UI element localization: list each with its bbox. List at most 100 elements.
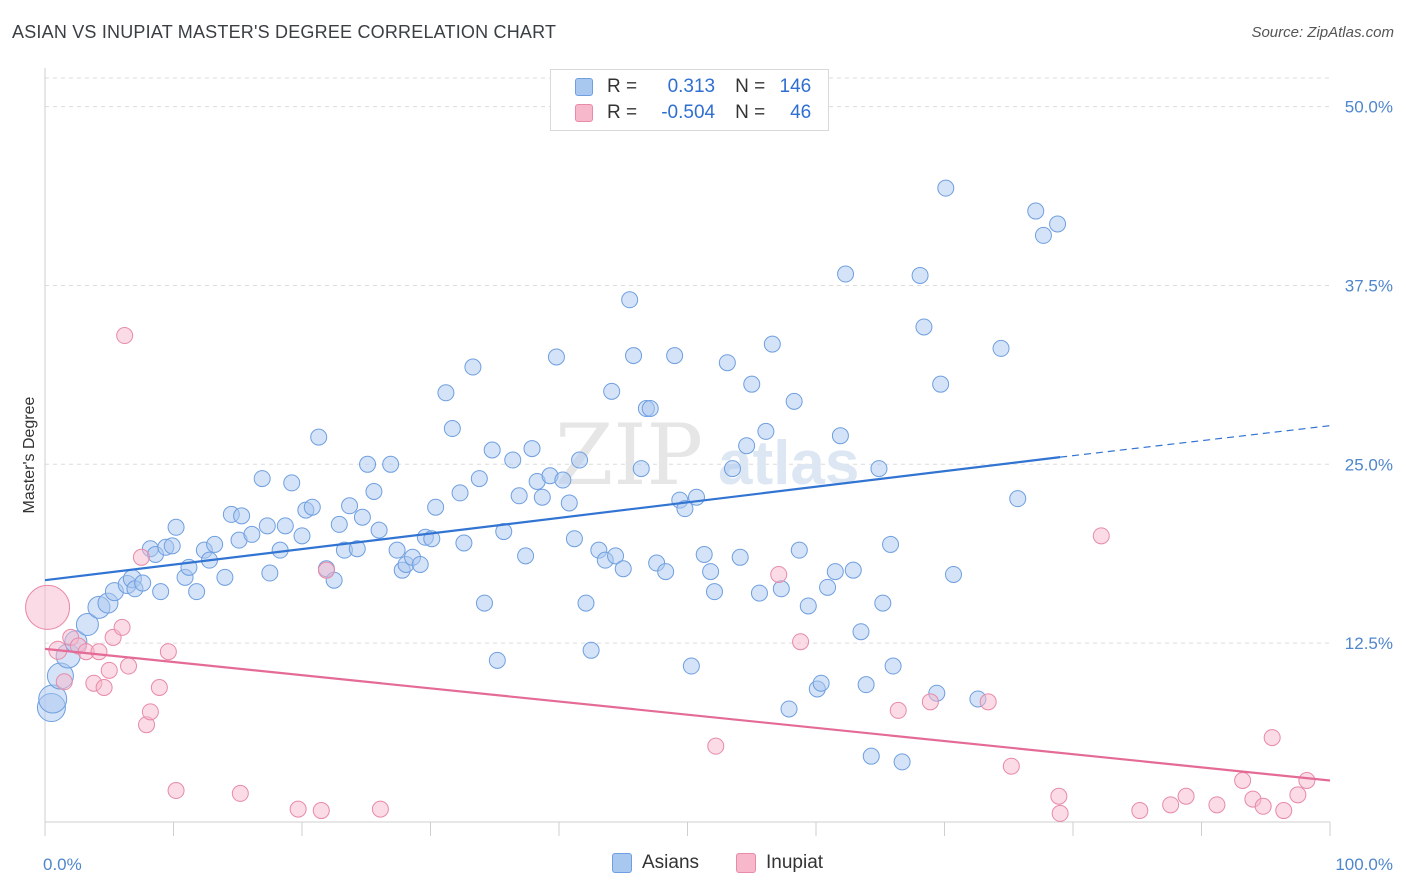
asians-point: [1049, 215, 1067, 233]
asians-point: [134, 574, 152, 592]
r-label: R =: [607, 76, 638, 97]
inupiat-point: [1234, 772, 1252, 790]
inupiat-point: [132, 548, 150, 566]
asians-point: [1027, 202, 1045, 220]
asians-point: [695, 545, 713, 563]
asians-point: [632, 460, 650, 478]
y-tick-label: 37.5%: [1345, 276, 1393, 295]
asians-point: [657, 563, 675, 581]
asians-point: [819, 578, 837, 596]
inupiat-point: [889, 701, 907, 719]
asians-point: [163, 537, 181, 555]
asians-point: [676, 500, 694, 518]
asians-point: [577, 594, 595, 612]
asians-point: [411, 555, 429, 573]
inupiat-point: [113, 618, 131, 636]
inupiat-point: [312, 802, 330, 820]
asians-point: [723, 460, 741, 478]
asians-point: [437, 384, 455, 402]
asians-point: [75, 613, 99, 637]
inupiat-point: [1254, 797, 1272, 815]
data-points: [25, 179, 1316, 822]
asians-point: [874, 594, 892, 612]
asians-point: [837, 265, 855, 283]
asians-point: [911, 266, 929, 284]
asians-point: [233, 507, 251, 525]
inupiat-point: [1050, 787, 1068, 805]
inupiat-point: [979, 693, 997, 711]
asians-point: [780, 700, 798, 718]
asians-point: [582, 641, 600, 659]
asians-point: [666, 347, 684, 365]
asians-point: [785, 392, 803, 410]
asians-point: [188, 583, 206, 601]
asians-point: [365, 482, 383, 500]
asians-point: [388, 541, 406, 559]
asians-point: [253, 470, 271, 488]
series-legend: Asians Inupiat: [0, 852, 1406, 878]
asians-point: [915, 318, 933, 336]
chart-title: ASIAN VS INUPIAT MASTER'S DEGREE CORRELA…: [12, 22, 557, 42]
asians-point: [533, 488, 551, 506]
inupiat-point: [55, 673, 73, 691]
asians-point: [560, 494, 578, 512]
x-tick-label: 100.0%: [1335, 855, 1393, 874]
y-tick-label: 50.0%: [1345, 98, 1393, 117]
asians-point: [554, 471, 572, 489]
asians-point: [310, 428, 328, 446]
asians-point: [517, 547, 535, 565]
inupiat-point: [1092, 527, 1110, 545]
inupiat-point: [1162, 796, 1180, 814]
asians-point: [382, 455, 400, 473]
x-tick-label: 0.0%: [43, 855, 82, 874]
asians-point: [862, 747, 880, 765]
asians-point: [763, 335, 781, 353]
r-label: R =: [607, 102, 638, 123]
inupiat-swatch: [575, 104, 593, 122]
watermark: ZIP atlas: [555, 406, 859, 504]
inupiat-point: [141, 703, 159, 721]
source-label: Source: ZipAtlas.com: [1251, 24, 1394, 41]
asians-point: [812, 674, 830, 692]
legend-item-asians[interactable]: Asians: [612, 852, 699, 874]
tick-labels: 12.5% 25.0% 37.5% 50.0% 0.0% 100.0%: [43, 98, 1393, 874]
asians-point: [359, 455, 377, 473]
asians-point: [293, 527, 311, 545]
asians-point: [547, 348, 565, 366]
inupiat-point: [116, 327, 134, 345]
asians-point: [882, 535, 900, 553]
asians-point: [1034, 226, 1052, 244]
asians-point: [152, 583, 170, 601]
inupiat-point: [1298, 772, 1316, 790]
asians-point: [870, 460, 888, 478]
asians-point: [607, 547, 625, 565]
asians-point: [603, 382, 621, 400]
asians-point: [348, 540, 366, 558]
asians-point: [884, 657, 902, 675]
asians-point: [565, 530, 583, 548]
inupiat-point: [371, 800, 389, 818]
asians-point: [944, 565, 962, 583]
asians-point: [571, 451, 589, 469]
r-value: -0.504: [661, 102, 716, 123]
y-tick-label: 25.0%: [1345, 455, 1393, 474]
asians-point: [261, 564, 279, 582]
asians-point: [702, 563, 720, 581]
asians-point: [799, 597, 817, 615]
legend-label: Asians: [642, 852, 700, 873]
inupiat-point: [707, 737, 725, 755]
asians-point: [731, 548, 749, 566]
asians-point: [1009, 490, 1027, 508]
asians-point: [510, 487, 528, 505]
inupiat-point: [100, 661, 118, 679]
legend-item-inupiat[interactable]: Inupiat: [736, 852, 823, 874]
asians-point: [614, 560, 632, 578]
asians-point: [682, 657, 700, 675]
n-value: 146: [779, 76, 812, 97]
inupiat-point: [90, 643, 108, 661]
inupiat-point: [1289, 786, 1307, 804]
inupiat-point: [1131, 802, 1149, 820]
inupiat-point: [231, 784, 249, 802]
asians-point: [893, 753, 911, 771]
